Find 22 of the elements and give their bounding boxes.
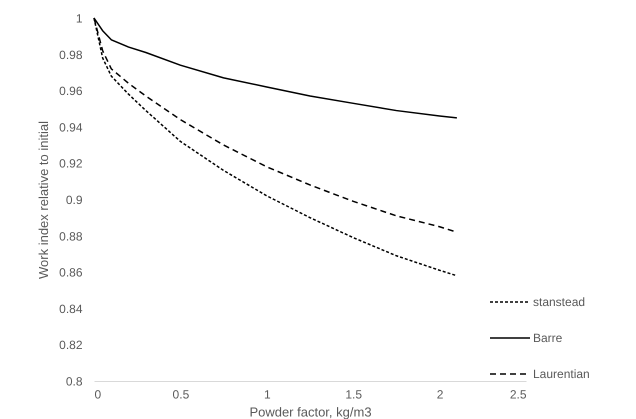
y-tick-label: 1: [76, 12, 83, 26]
x-tick-label: 0.5: [172, 388, 190, 402]
legend-label: stanstead: [533, 295, 586, 309]
y-tick-label: 0.8: [66, 374, 83, 388]
x-tick-label: 1.5: [345, 388, 362, 402]
y-tick-label: 0.92: [59, 156, 83, 171]
x-tick-label: 2.5: [510, 388, 527, 402]
legend-label: Barre: [533, 331, 563, 345]
legend-label: Laurentian: [533, 367, 590, 381]
y-tick-label: 0.82: [59, 338, 83, 352]
y-tick-label: 0.86: [59, 266, 83, 280]
x-tick-label: 1: [264, 388, 271, 402]
y-tick-label: 0.94: [59, 120, 83, 134]
x-axis-title: Powder factor, kg/m3: [249, 404, 372, 419]
y-tick-label: 0.84: [59, 302, 83, 316]
y-tick-label: 0.9: [66, 193, 83, 207]
y-tick-label: 0.98: [59, 48, 83, 62]
x-tick-label: 2: [436, 388, 444, 402]
x-tick-label: 0: [94, 388, 102, 402]
y-tick-label: 0.88: [59, 229, 83, 244]
y-axis-title: Work index relative to initial: [36, 120, 52, 279]
y-tick-label: 0.96: [59, 84, 83, 98]
